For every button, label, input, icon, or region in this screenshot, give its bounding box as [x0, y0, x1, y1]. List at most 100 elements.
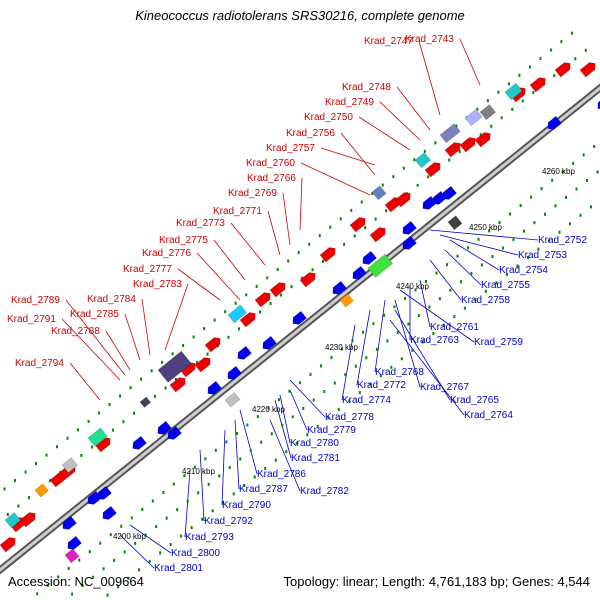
- tick-dot: [165, 516, 168, 520]
- reverse-gene-label: Krad_2768: [375, 367, 424, 378]
- reverse-label-leader: [389, 319, 465, 416]
- gene-box-orange: [34, 483, 49, 498]
- tick-dot: [67, 566, 70, 570]
- forward-gene-arrow: [19, 512, 36, 528]
- tick-dot: [222, 500, 225, 504]
- tick-dot: [490, 124, 493, 128]
- tick-dot: [486, 99, 489, 103]
- tick-dot: [344, 373, 347, 377]
- forward-label-leader: [196, 252, 241, 301]
- reverse-gene-arrow: [332, 280, 347, 295]
- tick-dot: [138, 568, 141, 572]
- tick-dot: [329, 225, 332, 229]
- tick-dot: [372, 322, 375, 326]
- forward-gene-arrow: [299, 272, 316, 288]
- tick-dot: [575, 187, 578, 191]
- tick-dot: [339, 217, 342, 221]
- reverse-label-leader: [444, 249, 482, 286]
- tick-dot: [35, 462, 38, 466]
- tick-dot: [78, 558, 81, 562]
- reverse-gene-arrow: [362, 250, 377, 265]
- tick-dot: [501, 246, 504, 250]
- forward-label-leader: [267, 210, 281, 256]
- tick-dot: [574, 57, 577, 61]
- tick-dot: [425, 280, 428, 284]
- reverse-gene-arrow: [352, 265, 367, 280]
- tick-dot: [285, 450, 288, 454]
- forward-label-leader: [105, 330, 131, 371]
- tick-dot: [416, 183, 419, 187]
- gene-box-dark: [139, 396, 151, 408]
- tick-dot: [183, 474, 186, 478]
- tick-dot: [404, 296, 407, 300]
- reverse-gene-labels: Krad_2752 Krad_2753 Krad_2754 Krad_2755 Krad…: [154, 235, 587, 574]
- tick-dot: [192, 335, 195, 339]
- forward-gene-label: Krad_2757: [266, 143, 315, 154]
- tick-dot: [298, 381, 301, 385]
- tick-dot: [239, 457, 242, 461]
- reverse-gene-arrow: [157, 420, 172, 435]
- tick-dot: [193, 465, 196, 469]
- tick-dot: [435, 271, 438, 275]
- tick-dot: [570, 31, 573, 35]
- tick-dot: [71, 592, 74, 596]
- forward-gene-label: Krad_2750: [304, 112, 353, 123]
- gene-box-lavender: [464, 108, 483, 127]
- gene-box-mint: [87, 427, 108, 447]
- reverse-gene-label: Krad_2781: [291, 453, 340, 464]
- tick-dot: [333, 381, 336, 385]
- tick-dot: [164, 386, 167, 390]
- forward-label-leader: [459, 38, 481, 86]
- tick-dot: [463, 306, 466, 310]
- tick-dot: [407, 322, 410, 326]
- forward-gene-label: Krad_2769: [228, 188, 277, 199]
- tick-dot: [281, 423, 284, 427]
- tick-dot: [260, 440, 263, 444]
- tick-dot: [323, 390, 326, 394]
- reverse-gene-label: Krad_2759: [474, 337, 523, 348]
- tick-dot: [354, 364, 357, 368]
- forward-gene-label: Krad_2788: [51, 326, 100, 337]
- forward-label-leader: [396, 86, 431, 131]
- tick-dot: [108, 403, 111, 407]
- tick-dot: [207, 482, 210, 486]
- reverse-gene-label: Krad_2763: [410, 335, 459, 346]
- forward-gene-arrow: [424, 162, 441, 178]
- tick-dot: [117, 585, 120, 589]
- tick-dot: [554, 204, 557, 208]
- tick-dot: [90, 445, 93, 449]
- tick-dot: [297, 251, 300, 255]
- reverse-label-leader: [221, 429, 226, 506]
- tick-dot: [528, 65, 531, 69]
- reverse-label-leader: [289, 379, 326, 418]
- forward-label-leader: [300, 162, 371, 196]
- tick-dot: [568, 222, 571, 226]
- tick-dot: [81, 584, 84, 588]
- reverse-gene-arrow: [402, 220, 417, 235]
- forward-gene-label: Krad_2775: [159, 235, 208, 246]
- tick-dot: [427, 175, 430, 179]
- gene-box-lightgrey: [61, 457, 78, 474]
- gene-features: [0, 62, 600, 564]
- tick-dot: [516, 264, 519, 268]
- tick-dot: [214, 448, 217, 452]
- kbp-labels: 4200 kbp 4210 kbp 4220 kbp 4230 kbp 4240 kbp…: [113, 167, 575, 541]
- tick-dot: [171, 352, 174, 356]
- reverse-gene-arrow: [207, 380, 222, 395]
- tick-dot: [511, 107, 514, 111]
- forward-gene-arrow: [194, 357, 211, 373]
- tick-dot: [558, 230, 561, 234]
- tick-dot: [421, 340, 424, 344]
- reverse-gene-label: Krad_2764: [464, 410, 513, 421]
- tick-dot: [174, 377, 177, 381]
- forward-gene-label: Krad_2784: [87, 294, 136, 305]
- tick-dot: [106, 593, 109, 597]
- tick-dot: [402, 166, 405, 170]
- tick-dot: [375, 347, 378, 351]
- forward-gene-arrow: [474, 132, 491, 148]
- tick-dot: [227, 335, 230, 339]
- tick-dot: [537, 247, 540, 251]
- reverse-label-leader: [184, 469, 191, 538]
- reverse-gene-label: Krad_2772: [357, 380, 406, 391]
- tick-dot: [155, 525, 158, 529]
